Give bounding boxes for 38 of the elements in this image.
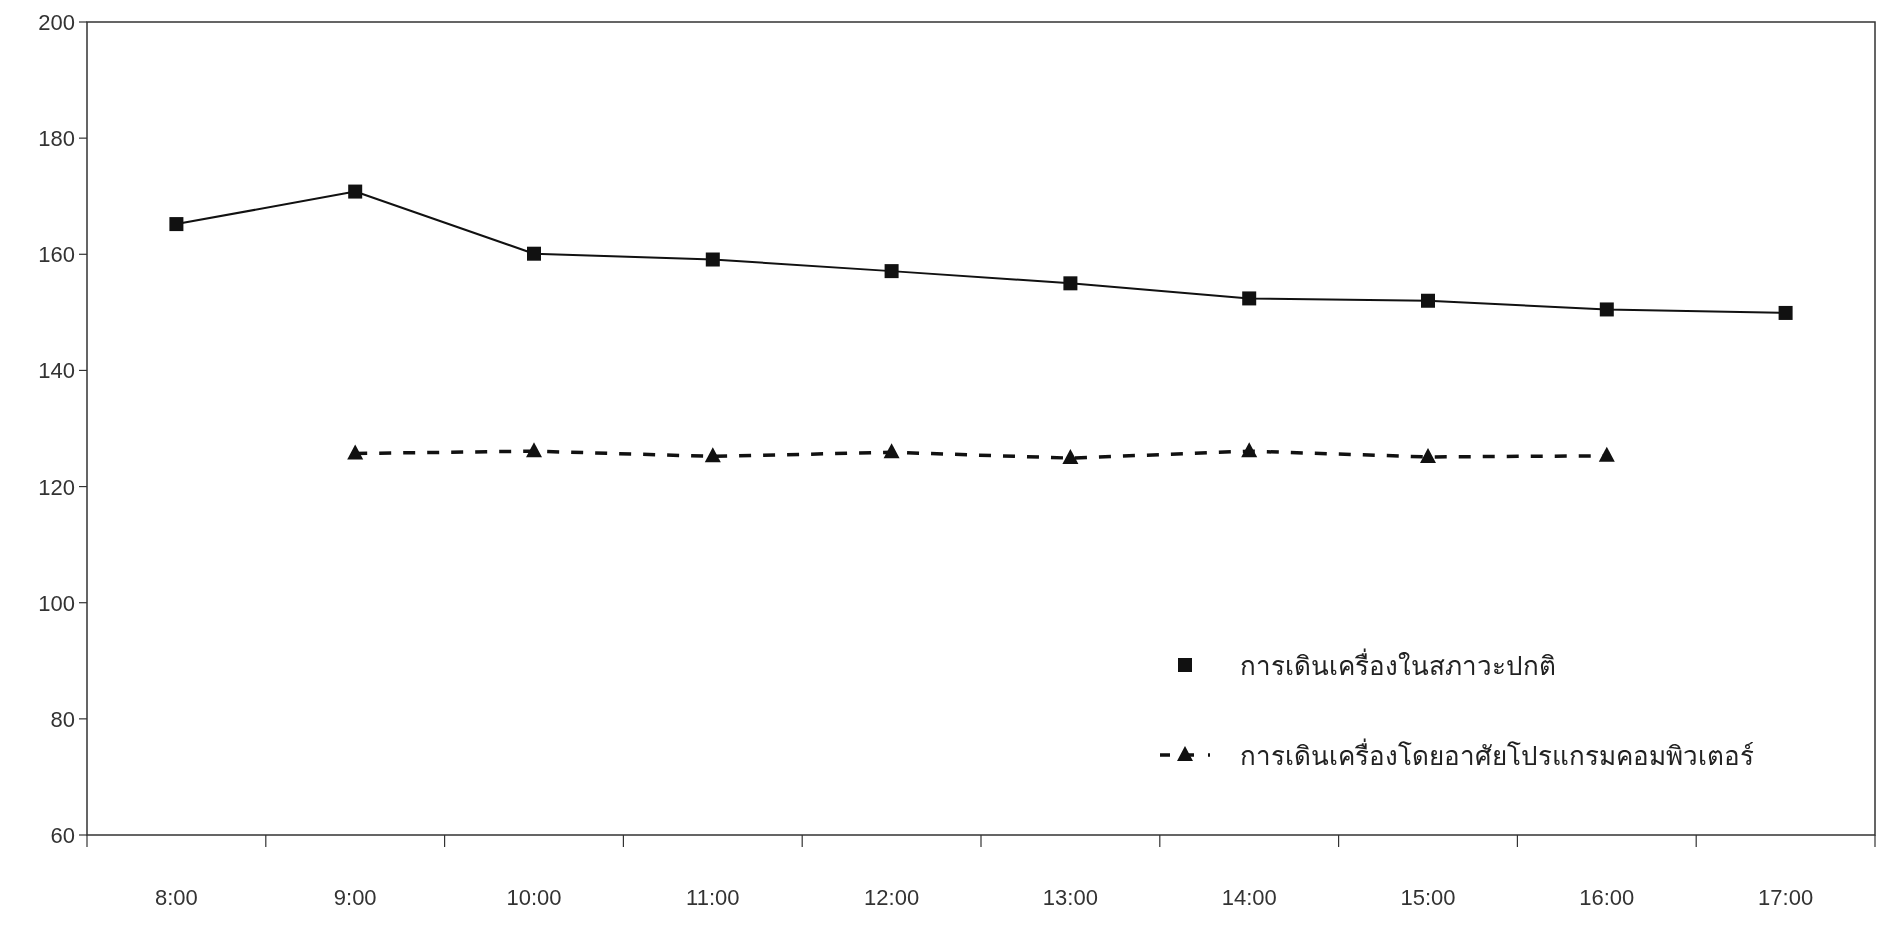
point bbox=[1242, 291, 1257, 306]
y-tick-label: 100 bbox=[38, 590, 75, 616]
point bbox=[1598, 446, 1615, 462]
x-tick-label: 9:00 bbox=[333, 885, 377, 910]
point bbox=[526, 442, 542, 458]
x-tick-label: 17:00 bbox=[1758, 885, 1814, 910]
legend-label: การเดินเครื่องในสภาวะปกติ bbox=[1240, 648, 1556, 681]
y-tick-label: 200 bbox=[38, 10, 75, 35]
y-tick-label: 180 bbox=[38, 126, 75, 152]
point bbox=[1778, 305, 1793, 320]
point bbox=[1599, 302, 1614, 317]
y-tick-label: 140 bbox=[38, 358, 75, 384]
point bbox=[1063, 276, 1078, 291]
y-tick-label: 80 bbox=[50, 706, 75, 732]
point bbox=[704, 447, 721, 463]
x-tick-label: 8:00 bbox=[154, 885, 198, 910]
point bbox=[883, 443, 900, 459]
point bbox=[1241, 442, 1258, 458]
point bbox=[1062, 449, 1079, 465]
point bbox=[169, 217, 184, 232]
x-tick-label: 15:00 bbox=[1400, 885, 1456, 910]
x-tick-label: 12:00 bbox=[864, 885, 920, 910]
x-tick-label: 13:00 bbox=[1042, 885, 1098, 910]
x-tick-label: 11:00 bbox=[686, 885, 740, 910]
y-tick-label: 60 bbox=[50, 823, 75, 848]
x-tick-label: 16:00 bbox=[1579, 885, 1635, 910]
y-tick-label: 120 bbox=[38, 474, 75, 500]
x-tick-label: 10:00 bbox=[506, 885, 562, 910]
point bbox=[1420, 447, 1436, 463]
point bbox=[527, 246, 541, 261]
point bbox=[347, 444, 364, 460]
point bbox=[1421, 293, 1435, 308]
y-tick-label: 160 bbox=[38, 242, 75, 268]
legend-label: การเดินเครื่องโดยอาศัยโปรแกรมคอมพิวเตอร์ bbox=[1240, 738, 1754, 771]
point bbox=[705, 252, 720, 267]
x-tick-label: 14:00 bbox=[1221, 885, 1277, 910]
point bbox=[884, 264, 899, 279]
point bbox=[348, 184, 363, 199]
